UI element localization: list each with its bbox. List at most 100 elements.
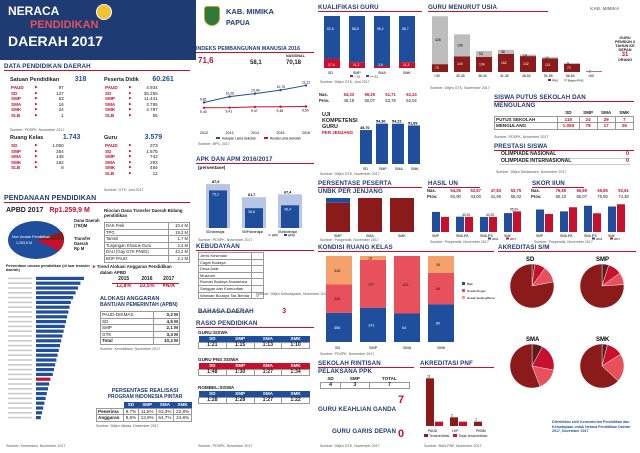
unbk-bar [358,198,382,232]
iiun_chart-bar [584,205,592,232]
usia-category: 30-35 [456,74,465,78]
arrow-icon: ▶ [35,143,38,147]
arrow-icon: ▶ [35,90,38,95]
kual-low-label: 3,8 [378,63,383,67]
table-row: 2015 2016 2017 [112,276,179,283]
ipm-label-bottom: 9,41 [226,110,233,114]
trend-arrow-icon: ➤ [92,264,96,269]
row-label: SMK [11,107,22,113]
kondisi-value: 36 [436,263,440,267]
bantuan-label: Total [100,337,154,345]
ipm-point [279,105,282,108]
usia-pns-bar [520,56,536,72]
apk-legend-swatch [268,234,271,236]
row-label: Nas. [531,188,540,193]
pie-label-2: Dana Daerah [74,218,100,223]
usia-category: 41-45 [500,74,509,78]
ukg-title-2: KOMPETENSI [322,118,358,124]
hasil_un_chart-label: 40,25 [486,213,494,217]
usia-non-bar [520,54,536,57]
bahasa-value: 3 [282,308,287,315]
region-name: KAB. MIMIKA [226,7,274,16]
row-label: SMA [11,154,22,160]
persentase-title: Persentase urusan pendidikan (di luar tr… [6,264,90,272]
satuan-label: Satuan Pendidikan [10,77,60,83]
row-label: SLB [105,170,115,176]
usia-non-bar [454,34,470,57]
ruang-block: Ruang Kelas 1.743 SD ▶ 1.050 SMP ▶ 354 SMA ▶ 148… [10,134,100,171]
usia-pns-bar [498,53,514,72]
table-row: SD ▶ 35.255 [104,91,159,97]
kual-low-bar [349,62,365,68]
gs-title: GURU:SISWA [198,330,228,335]
hasil_un_chart-bar [465,216,473,232]
apk-category: SD/sederajat [206,230,225,234]
table-row: OLIMPIADE NASIONAL 0 [500,151,630,159]
ipm-point [304,84,308,87]
pip-value: 22,8% [173,407,192,416]
kual-legend-label: >= S1 [370,75,378,79]
pip-value: 8,8% [123,414,139,422]
guru-table: PAUD ▶ 373 SD ▶ 1.675 SMP ▶ 742 SMA ▶ 293 SMK ▶ 484 SLB… [104,143,159,177]
prov-value: 53,76 [385,97,396,103]
table-row: BOP PAUD 2,1 M [103,254,190,263]
source-rasio: Sumber: PDSPK, November 2017 [198,444,253,448]
pensiun-note: GURU PENSIUN 3 TAHUN KE DEPAN 31 ORANG [612,36,638,62]
usia-pns-label: 140 [457,62,463,66]
source-iiun: Sumber: Puspendik, November 2017 [534,240,593,244]
kab-bar [36,344,60,348]
ratio-header: SMA [254,363,282,370]
iiun-bar-chart: SMP SMA IPA SMA IPS SMK 2016 2017 [536,204,625,240]
kab-label-placeholder [8,316,32,318]
ipm-x-tick: 2013 [226,131,234,135]
ratio-value: 1:13 [253,341,283,350]
pip-value: 9,7% [123,407,139,416]
rincian-label: Tamsil [103,235,170,243]
table-row: MENGULANG 1.055 78 17 26 [493,122,635,130]
kondisi-value: 64 [402,326,406,330]
prov-value: 55,02 [510,193,522,199]
rintisan-table: SD SMP TOTAL 4 3 7 [319,376,411,390]
rincian-label: DAU (Gaji GTK PNSD) [103,248,170,256]
prestasi-title: PRESTASI SISWA [494,143,634,151]
apk-category: SM/sederajat [278,230,297,234]
ratio-value: 1:27 [253,368,283,377]
apm-legend-label: APM [288,234,295,238]
bantuan-value: 10,2 M [152,337,181,345]
rintisan-title-1: SEKOLAH RINTISAN [318,360,414,368]
kondisi-bar-chart: 356 346 348 SD 141 197 16 SMP 64 129 SMA 80 66 36 SMK B… [326,256,495,350]
apm-bar [209,190,227,228]
ipm-label-top: 10,26 [226,92,235,96]
prov-value: 60,10 [555,193,567,199]
apk-bar-chart: 87,9 75,2 SD/sederajat 61,7 39,6 SMP/sederaja… [206,180,302,238]
source-bantuan: Sumber: Kemdikbud, November 2017 [100,346,161,351]
prestasi-label: OLIMPIADE INTERNASIONAL [500,158,622,166]
usia-non-bar [542,57,558,59]
usia-pns-label: 72 [567,66,571,70]
kondisi-bar [326,284,352,313]
nas-value: 62,24 [406,92,417,97]
ukg-category: SMP [379,167,387,171]
iiun_chart-category: SMA IPA [560,234,573,238]
kab-bar [36,291,76,295]
pnf-legend-1: Terakreditasi [428,434,450,438]
ratio-value: 1:48 [198,368,227,377]
kondisi-legend-swatch [462,282,465,285]
iiun-table: Nas. 76,85 66,89 65,85 92,61 Prov. 60,10 66,07 7… [530,188,634,199]
hasil_un_chart-bar [456,216,464,232]
arrow-icon: ▶ [129,165,132,170]
arrow-icon: ▶ [129,112,132,117]
apk-category: SMP/sederajat [242,230,263,234]
pnf-category: LKP [452,429,459,433]
kab-bar [36,324,65,328]
pnf-label: 11 [427,374,431,378]
pip-label: Penerima [96,407,124,416]
bantuan-label: SD [100,317,154,326]
kab-label-placeholder [8,311,32,313]
iiun_chart-category: SMA IPS [584,234,597,238]
pip-value: 64,7% [155,414,175,422]
kab-bar [36,392,47,396]
kondisi-bar [428,256,454,274]
table-row: Nas. 54,25 52,87 47,83 53,75 [426,188,526,194]
ipm-label-bottom: 9,40 [200,110,207,114]
